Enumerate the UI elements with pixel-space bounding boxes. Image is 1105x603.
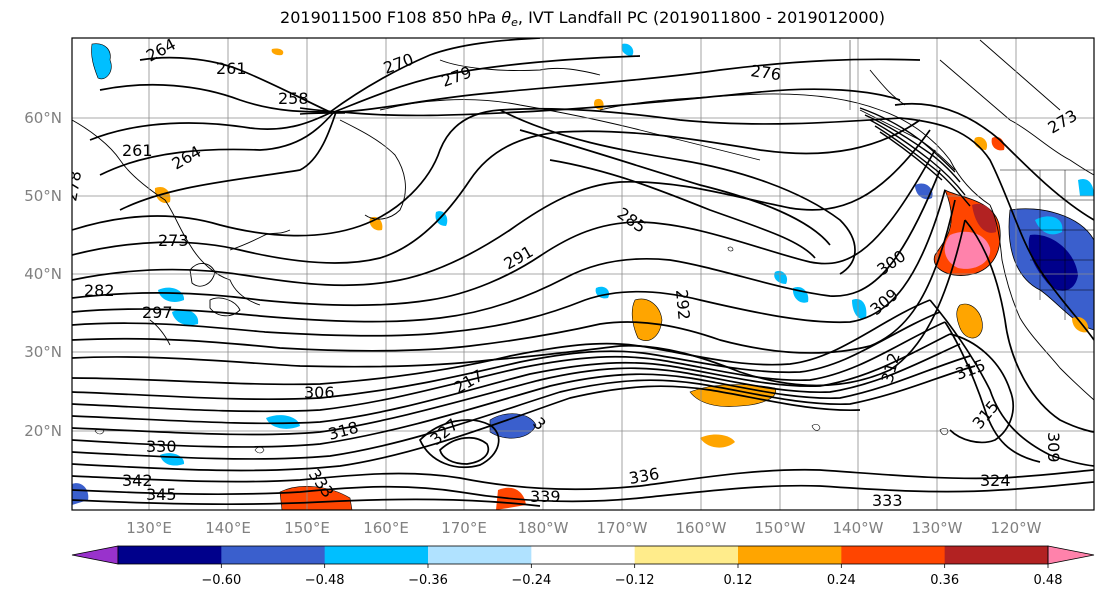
shading-outlines — [94, 246, 949, 454]
lat-tick-label: 20°N — [24, 422, 62, 440]
lon-tick-label: 150°E — [284, 519, 330, 537]
lon-tick-label: 130°W — [912, 519, 963, 537]
contour-label: 276 — [749, 61, 782, 84]
lat-tick-label: 30°N — [24, 343, 62, 361]
colorbar-frame — [117, 545, 1049, 565]
lon-tick-label: 180°W — [518, 519, 569, 537]
lat-tick-labels: 60°N 50°N 40°N 30°N 20°N — [24, 109, 62, 440]
contour-label: 282 — [84, 281, 115, 300]
theta-e-contours — [72, 38, 1094, 507]
lon-tick-label: 150°W — [755, 519, 806, 537]
map-frame — [71, 37, 1095, 511]
contour-label: 261 — [216, 59, 247, 78]
contour-label: 292 — [672, 289, 694, 321]
colorbar-tick-labels: −0.60 −0.48 −0.36 −0.24 −0.12 0.12 0.24 0.36 0.4… — [201, 564, 1063, 588]
colorbar-tick-label: 0.12 — [724, 573, 753, 588]
colorbar-tick-label: 0.24 — [827, 573, 856, 588]
colorbar-swatch — [221, 546, 326, 564]
lon-tick-label: 130°E — [126, 519, 172, 537]
map-title: 2019011500 F108 850 hPa θe, IVT Landfall… — [280, 8, 885, 29]
colorbar-swatch — [738, 546, 842, 564]
lon-tick-label: 160°W — [676, 519, 727, 537]
colorbar-extend-low — [71, 545, 119, 565]
lat-tick-label: 50°N — [24, 187, 62, 205]
anomaly-shading — [72, 43, 1094, 510]
contour-label: 330 — [146, 437, 177, 456]
lon-tick-labels: 130°E 140°E 150°E 160°E 170°E 180°W 170°… — [126, 519, 1041, 537]
colorbar-tick-label: −0.60 — [201, 573, 241, 588]
contour-label: 342 — [122, 471, 153, 490]
lon-tick-label: 170°E — [441, 519, 487, 537]
contour-label: 306 — [304, 383, 335, 402]
colorbar-swatch — [841, 546, 946, 564]
contour-label: 258 — [278, 89, 309, 108]
coastal-contour-cluster — [299, 107, 971, 207]
colorbar-tick-label: −0.48 — [305, 573, 345, 588]
colorbar-swatch — [118, 546, 222, 564]
lon-tick-label: 120°W — [991, 519, 1042, 537]
contour-label: 345 — [146, 485, 177, 504]
lon-tick-label: 140°E — [205, 519, 251, 537]
colorbar-swatch — [531, 546, 636, 564]
colorbar — [71, 545, 1095, 565]
lat-tick-label: 40°N — [24, 265, 62, 283]
colorbar-tick-label: 0.48 — [1034, 573, 1063, 588]
lon-tick-label: 160°E — [363, 519, 409, 537]
colorbar-tick-label: −0.24 — [511, 573, 551, 588]
lon-tick-label: 140°W — [833, 519, 884, 537]
colorbar-swatch — [634, 546, 739, 564]
contour-label: 333 — [872, 491, 903, 510]
contour-label: 273 — [158, 231, 189, 250]
map-area: 264 261 258 270 279 276 273 261 264 278 … — [72, 38, 1094, 510]
lat-tick-label: 60°N — [24, 109, 62, 127]
contour-label: 309 — [1044, 432, 1063, 463]
colorbar-swatch — [944, 546, 1049, 564]
colorbar-tick-label: 0.36 — [930, 573, 959, 588]
state-boundaries — [849, 40, 1094, 320]
colorbar-extend-high — [1047, 545, 1095, 565]
colorbar-tick-label: −0.12 — [615, 573, 655, 588]
colorbar-tick-label: −0.36 — [408, 573, 448, 588]
contour-label: 297 — [142, 303, 173, 322]
lon-tick-label: 170°W — [597, 519, 648, 537]
contour-label: 261 — [122, 141, 153, 160]
coastlines — [72, 39, 1094, 401]
colorbar-swatch — [324, 546, 429, 564]
colorbar-swatch — [428, 546, 532, 564]
contour-label: 339 — [530, 487, 561, 506]
contour-label: 324 — [980, 471, 1011, 490]
